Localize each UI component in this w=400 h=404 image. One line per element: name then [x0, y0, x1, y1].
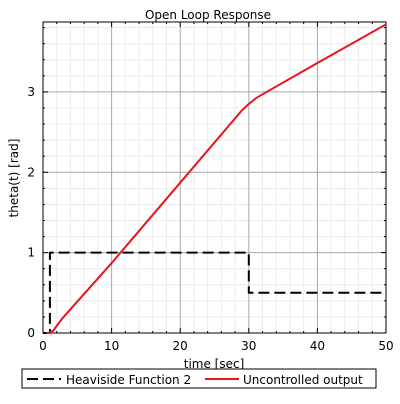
y-axis-label: theta(t) [rad] [7, 139, 21, 218]
x-tick-label: 10 [104, 339, 119, 353]
y-tick-label: 0 [27, 326, 35, 340]
y-tick-label: 1 [27, 246, 35, 260]
legend: Heaviside Function 2 Uncontrolled output [21, 368, 377, 389]
y-tick-label: 2 [27, 165, 35, 179]
y-axis: 0 1 2 3 [27, 27, 386, 340]
plot-area [42, 21, 387, 334]
x-tick-label: 0 [39, 339, 47, 353]
x-tick-label: 40 [310, 339, 325, 353]
x-tick-label: 20 [173, 339, 188, 353]
legend-label: Heaviside Function 2 [66, 373, 191, 387]
x-axis: 0 10 20 30 40 50 [39, 22, 394, 353]
x-axis-label: time [sec] [184, 357, 245, 371]
chart-title: Open Loop Response [145, 8, 271, 22]
x-tick-label: 30 [241, 339, 256, 353]
legend-label: Uncontrolled output [243, 373, 363, 387]
series-group [43, 23, 387, 334]
y-tick-label: 3 [27, 85, 35, 99]
uncontrolled-output-series-line [46, 23, 387, 334]
grid [43, 22, 386, 333]
heaviside-function-series-line [43, 251, 386, 334]
legend-box [21, 368, 377, 389]
x-tick-label: 50 [378, 339, 393, 353]
